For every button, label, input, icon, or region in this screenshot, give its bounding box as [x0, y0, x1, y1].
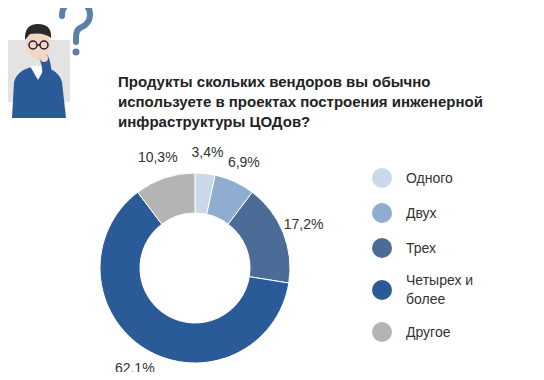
svg-text:10,3%: 10,3%	[138, 149, 178, 165]
html-text:Двух: Двух	[406, 204, 437, 221]
html-text:Другое: Другое	[406, 323, 451, 340]
svg-text:3,4%: 3,4%	[192, 144, 224, 160]
html-text:Одного: Одного	[406, 169, 453, 186]
html-text:Трех: Трех	[406, 239, 436, 256]
html-text:Продукты скольких вендоров вы: Продукты скольких вендоров вы обычно исп…	[118, 73, 483, 130]
svg-text:6,9%: 6,9%	[228, 154, 260, 170]
html-text:Четырех и более: Четырех и более	[406, 272, 474, 307]
svg-text:62,1%: 62,1%	[115, 360, 155, 372]
svg-text:17,2%: 17,2%	[284, 216, 324, 232]
